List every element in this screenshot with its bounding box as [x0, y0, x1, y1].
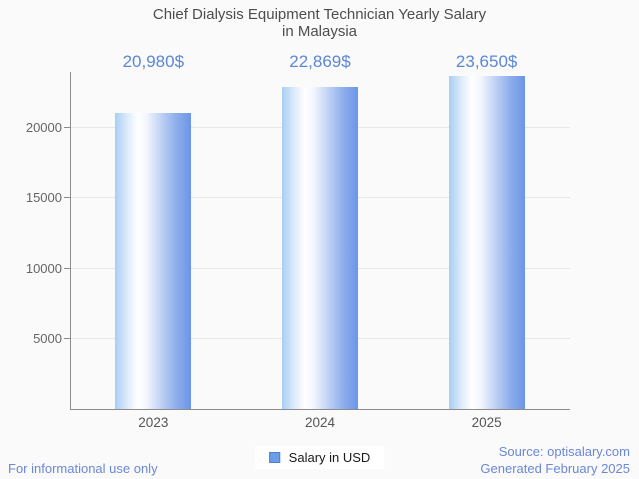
y-tick-mark	[64, 197, 70, 199]
y-tick-label: 20000	[25, 119, 62, 135]
bar-value-label: 22,869$	[289, 52, 351, 71]
y-tick-label: 10000	[25, 260, 62, 276]
bar-value-label: 20,980$	[122, 52, 185, 71]
footer-source-block: Source: optisalary.com Generated Februar…	[480, 443, 630, 477]
bar-2024[interactable]	[282, 86, 358, 409]
y-tick-label: 15000	[25, 190, 62, 206]
bar-2025[interactable]	[448, 75, 525, 409]
x-category-label: 2024	[304, 415, 336, 430]
y-tick-mark	[64, 126, 70, 128]
bar-2023[interactable]	[115, 113, 192, 409]
page-title: Chief Dialysis Equipment Technician Year…	[152, 6, 487, 23]
footer-disclaimer: For informational use only	[8, 461, 158, 476]
footer-source: Source: optisalary.com	[498, 444, 630, 459]
legend-label: Salary in USD	[288, 450, 371, 465]
x-category-label: 2025	[471, 415, 502, 430]
y-tick-mark	[64, 338, 70, 340]
y-tick-label: 5000	[33, 331, 62, 347]
legend[interactable]: Salary in USD	[254, 446, 385, 469]
y-axis	[70, 72, 71, 409]
y-tick-mark	[64, 267, 70, 269]
page-title-line2: in Malaysia	[281, 23, 358, 40]
x-category-label: 2023	[138, 415, 169, 430]
x-axis	[70, 409, 570, 410]
legend-marker-icon	[268, 452, 280, 463]
bar-value-label: 23,650$	[455, 52, 518, 71]
footer-generated: Generated February 2025	[480, 461, 630, 476]
